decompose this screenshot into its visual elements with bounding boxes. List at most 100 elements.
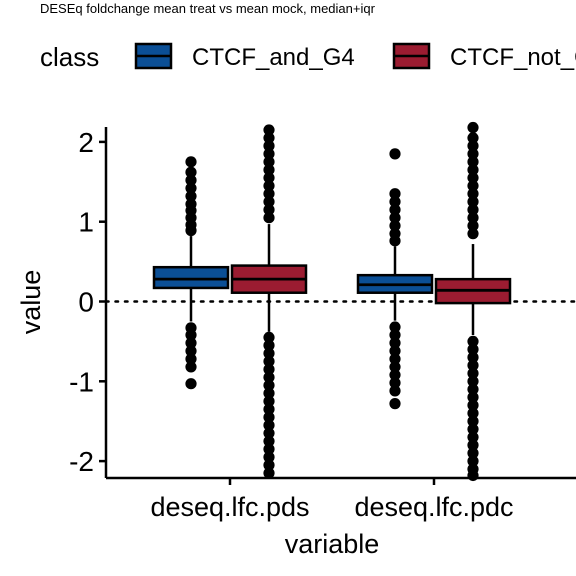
box-iqr	[152, 265, 230, 290]
outlier-point	[467, 188, 479, 200]
box-CTCF_not_G4-deseq.lfc.pdc	[434, 121, 512, 482]
outlier-point	[467, 447, 479, 459]
x-axis-label: variable	[285, 529, 380, 559]
outlier-point	[263, 148, 275, 160]
outlier-point	[185, 378, 197, 390]
outlier-point	[185, 345, 197, 357]
outlier-point	[467, 415, 479, 427]
legend-title: class	[40, 42, 99, 72]
outlier-point	[467, 148, 479, 160]
outlier-point	[263, 331, 275, 344]
plot-area: -2 -1 0 1 2 deseq.lfc.pds deseq.lfc.pdc	[69, 121, 576, 522]
outlier-point	[263, 451, 275, 463]
outlier-point	[263, 467, 275, 479]
outlier-point	[263, 196, 275, 208]
outlier-point	[185, 337, 197, 349]
legend: class CTCF_and_G4 CTCF_not_G4	[40, 42, 576, 72]
outlier-point	[467, 180, 479, 192]
outlier-point	[263, 435, 275, 447]
outlier-point	[263, 459, 275, 471]
y-axis-label: value	[16, 270, 46, 335]
outlier-point	[389, 321, 401, 333]
outlier-point	[467, 212, 479, 224]
y-tick-label: 2	[78, 127, 94, 158]
y-tick-label: -1	[69, 366, 94, 397]
outlier-point	[389, 398, 401, 410]
outlier-point	[263, 172, 275, 184]
outlier-point	[389, 345, 401, 357]
x-tick-label: deseq.lfc.pds	[150, 492, 309, 522]
outlier-point	[185, 182, 197, 194]
outlier-point	[467, 172, 479, 184]
y-tick-label: 0	[78, 287, 94, 318]
outlier-point	[263, 124, 275, 136]
outlier-point	[263, 347, 275, 359]
outlier-point	[263, 339, 275, 351]
outlier-point	[467, 407, 479, 419]
outlier-point	[467, 220, 479, 232]
outlier-point	[263, 419, 275, 431]
outlier-point	[263, 379, 275, 391]
outlier-point	[185, 329, 197, 341]
outlier-point	[467, 343, 479, 355]
outlier-point	[389, 353, 401, 365]
outlier-point	[467, 399, 479, 411]
outlier-point	[467, 423, 479, 435]
outlier-point	[185, 156, 197, 168]
outlier-point	[263, 180, 275, 192]
outlier-point	[389, 385, 401, 397]
outlier-point	[467, 335, 479, 347]
outlier-point	[263, 387, 275, 399]
outlier-point	[389, 329, 401, 341]
outlier-point	[467, 375, 479, 387]
legend-label: CTCF_not_G4	[450, 44, 576, 71]
outlier-point	[389, 361, 401, 373]
outlier-point	[389, 212, 401, 224]
outlier-point	[263, 443, 275, 455]
outlier-point	[467, 391, 479, 403]
outlier-point	[263, 395, 275, 407]
outlier-point	[263, 355, 275, 367]
outlier-point	[389, 377, 401, 389]
box-CTCF_not_G4-deseq.lfc.pds	[230, 124, 308, 479]
outlier-point	[185, 166, 197, 178]
outlier-point	[389, 369, 401, 381]
outlier-point	[389, 148, 401, 160]
outlier-point	[467, 439, 479, 451]
chart-title: DESEq foldchange mean treat vs mean mock…	[40, 1, 376, 16]
outlier-point	[467, 469, 479, 482]
outlier-point	[263, 140, 275, 152]
y-tick-label: 1	[78, 207, 94, 238]
outlier-point	[467, 164, 479, 176]
outlier-point	[263, 132, 275, 144]
outlier-point	[185, 353, 197, 365]
outlier-point	[263, 403, 275, 415]
outlier-point	[263, 411, 275, 423]
x-tick-label: deseq.lfc.pdc	[354, 492, 513, 522]
outlier-point	[467, 140, 479, 152]
outlier-point	[467, 359, 479, 371]
outlier-point	[389, 220, 401, 232]
outlier-point	[185, 224, 197, 237]
outlier-point	[389, 196, 401, 208]
outlier-point	[467, 196, 479, 208]
outlier-point	[263, 156, 275, 168]
outlier-point	[467, 431, 479, 443]
outlier-point	[467, 228, 479, 240]
outlier-point	[263, 371, 275, 383]
legend-item-CTCF_and_G4: CTCF_and_G4	[134, 42, 355, 71]
outlier-point	[467, 204, 479, 216]
outlier-point	[389, 235, 401, 247]
y-tick-label: -2	[69, 446, 94, 477]
outlier-point	[389, 337, 401, 349]
outlier-point	[467, 367, 479, 379]
outlier-point	[263, 212, 275, 224]
box-CTCF_and_G4-deseq.lfc.pds	[152, 156, 230, 390]
outlier-point	[185, 190, 197, 202]
outlier-point	[263, 204, 275, 216]
outlier-point	[185, 174, 197, 186]
outlier-point	[467, 383, 479, 395]
outlier-point	[467, 156, 479, 168]
legend-label: CTCF_and_G4	[192, 44, 355, 71]
